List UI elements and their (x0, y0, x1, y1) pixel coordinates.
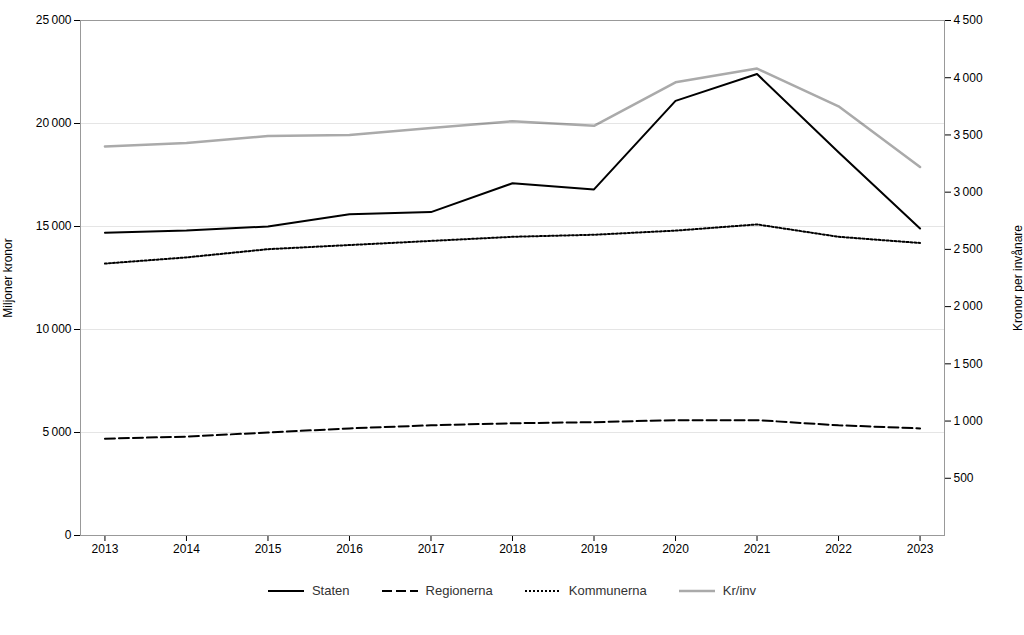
html-text:Kommunerna: Kommunerna (568, 583, 647, 598)
svg-text:2018: 2018 (499, 542, 526, 556)
svg-text:4 000: 4 000 (954, 71, 983, 85)
svg-text:2017: 2017 (418, 542, 445, 556)
svg-text:500: 500 (954, 471, 974, 485)
svg-text:2014: 2014 (173, 542, 200, 556)
svg-text:10 000: 10 000 (36, 322, 72, 336)
svg-text:2015: 2015 (255, 542, 282, 556)
svg-text:5 000: 5 000 (42, 425, 71, 439)
svg-text:2021: 2021 (744, 542, 771, 556)
svg-text:2 000: 2 000 (954, 299, 983, 313)
svg-text:2016: 2016 (336, 542, 363, 556)
svg-text:2023: 2023 (907, 542, 934, 556)
svg-text:4 500: 4 500 (954, 13, 983, 27)
svg-text:0: 0 (65, 528, 72, 542)
svg-text:25 000: 25 000 (36, 13, 72, 27)
svg-text:Kronor per invånare: Kronor per invånare (1011, 225, 1024, 331)
svg-text:1 000: 1 000 (954, 414, 983, 428)
svg-text:15 000: 15 000 (36, 219, 72, 233)
svg-text:20 000: 20 000 (36, 116, 72, 130)
svg-text:3 500: 3 500 (954, 128, 983, 142)
html-text:Staten: Staten (312, 583, 350, 598)
svg-text:1 500: 1 500 (954, 357, 983, 371)
svg-text:3 000: 3 000 (954, 185, 983, 199)
svg-text:2013: 2013 (92, 542, 119, 556)
svg-text:2020: 2020 (662, 542, 689, 556)
html-text:Regionerna: Regionerna (425, 583, 493, 598)
svg-text:Miljoner kronor: Miljoner kronor (1, 238, 15, 317)
svg-text:2 500: 2 500 (954, 242, 983, 256)
html-text:Kr/inv: Kr/inv (722, 583, 756, 598)
svg-text:2019: 2019 (581, 542, 608, 556)
svg-text:2022: 2022 (825, 542, 852, 556)
